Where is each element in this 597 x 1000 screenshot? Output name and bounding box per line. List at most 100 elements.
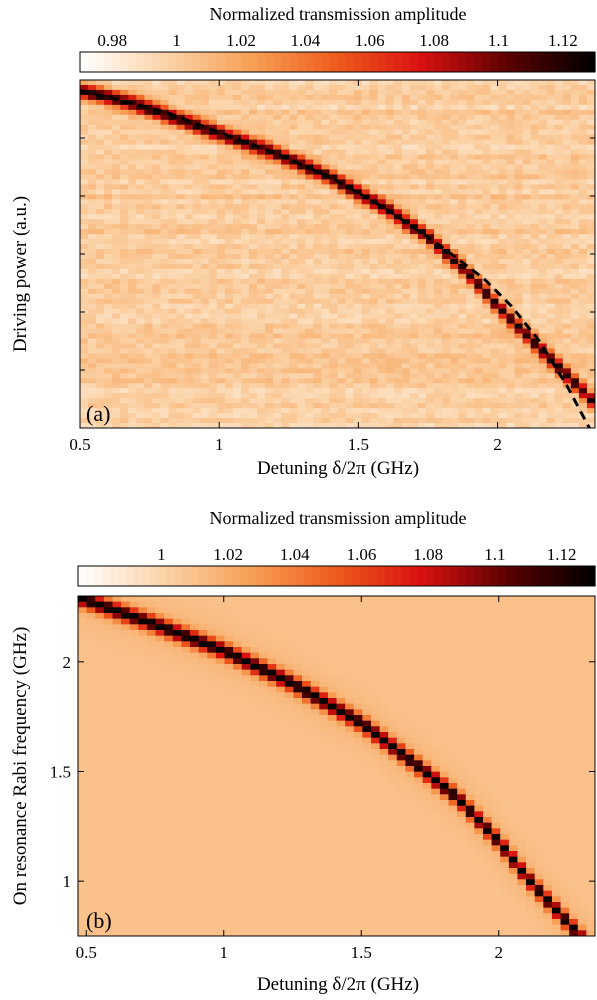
heatmap-cell <box>329 334 338 340</box>
heatmap-cell <box>571 324 580 330</box>
heatmap-cell <box>289 319 298 325</box>
heatmap-cell <box>338 155 347 161</box>
heatmap-cell <box>354 229 363 235</box>
heatmap-cell <box>241 343 250 349</box>
heatmap-cell <box>338 125 347 131</box>
heatmap-cell <box>209 284 218 290</box>
heatmap-cell <box>346 309 355 315</box>
heatmap-cell <box>563 229 572 235</box>
heatmap-cell <box>225 339 234 345</box>
heatmap-cell <box>96 264 105 270</box>
heatmap-cell <box>490 135 499 141</box>
heatmap-cell <box>96 125 105 131</box>
heatmap-cell <box>523 150 532 156</box>
heatmap-cell <box>80 299 89 305</box>
heatmap-cell <box>498 254 507 260</box>
heatmap-cell <box>313 239 322 245</box>
heatmap-cell <box>152 353 161 359</box>
heatmap-cell <box>217 90 226 96</box>
heatmap-cell <box>177 254 186 260</box>
heatmap-cell <box>474 343 483 349</box>
heatmap-cell <box>120 343 129 349</box>
heatmap-cell <box>185 289 194 295</box>
heatmap-cell <box>418 125 427 131</box>
heatmap-cell <box>80 383 89 389</box>
heatmap-cell <box>338 319 347 325</box>
heatmap-cell <box>539 363 548 369</box>
heatmap-cell <box>378 95 387 101</box>
heatmap-cell <box>466 358 475 364</box>
heatmap-cell <box>370 155 379 161</box>
heatmap-cell <box>88 319 97 325</box>
heatmap-cell <box>177 368 186 374</box>
heatmap-cell <box>276 602 285 608</box>
heatmap-cell <box>293 602 302 608</box>
colorbar-cell <box>193 52 202 72</box>
heatmap-cell <box>474 363 483 369</box>
heatmap-cell <box>587 244 596 250</box>
heatmap-cell <box>370 165 379 171</box>
heatmap-cell <box>426 358 435 364</box>
heatmap-cell <box>104 368 113 374</box>
heatmap-cell <box>426 393 435 399</box>
heatmap-cell <box>217 368 226 374</box>
heatmap-cell <box>442 120 451 126</box>
heatmap-cell <box>193 294 202 300</box>
heatmap-cell <box>563 403 572 409</box>
heatmap-cell <box>249 264 258 270</box>
heatmap-cell <box>426 363 435 369</box>
heatmap-cell <box>397 613 406 619</box>
heatmap-cell <box>120 348 129 354</box>
heatmap-cell <box>193 368 202 374</box>
heatmap-cell <box>555 249 564 255</box>
heatmap-cell <box>209 150 218 156</box>
heatmap-cell <box>225 169 234 175</box>
heatmap-cell <box>466 299 475 305</box>
heatmap-cell <box>515 224 524 230</box>
heatmap-cell <box>112 244 121 250</box>
heatmap-cell <box>547 403 556 409</box>
heatmap-cell <box>563 130 572 136</box>
heatmap-cell <box>346 135 355 141</box>
heatmap-cell <box>217 209 226 215</box>
heatmap-cell <box>321 254 330 260</box>
heatmap-cell <box>402 189 411 195</box>
heatmap-cell <box>285 619 294 625</box>
heatmap-cell <box>434 169 443 175</box>
heatmap-cell <box>297 244 306 250</box>
heatmap-cell <box>136 110 145 116</box>
heatmap-cell <box>104 224 113 230</box>
heatmap-cell <box>490 269 499 275</box>
heatmap-cell <box>362 363 371 369</box>
colorbar-tick-label: 0.98 <box>97 31 127 50</box>
heatmap-cell <box>289 324 298 330</box>
heatmap-cell <box>112 339 121 345</box>
heatmap-cell <box>506 289 515 295</box>
heatmap-cell <box>329 115 338 121</box>
heatmap-cell <box>539 413 548 419</box>
heatmap-cell <box>281 95 290 101</box>
heatmap-cell <box>418 239 427 245</box>
heatmap-cell <box>418 165 427 171</box>
heatmap-cell <box>450 343 459 349</box>
heatmap-cell <box>490 184 499 190</box>
heatmap-cell <box>362 334 371 340</box>
heatmap-cell <box>265 100 274 106</box>
heatmap-cell <box>136 169 145 175</box>
heatmap-cell <box>370 363 379 369</box>
heatmap-cell <box>289 150 298 156</box>
heatmap-cell <box>418 269 427 275</box>
heatmap-cell <box>225 100 234 106</box>
heatmap-cell <box>217 324 226 330</box>
heatmap-cell <box>152 413 161 419</box>
heatmap-cell <box>313 214 322 220</box>
heatmap-cell <box>450 264 459 270</box>
heatmap-cell <box>482 249 491 255</box>
heatmap-cell <box>434 329 443 335</box>
heatmap-cell <box>128 209 137 215</box>
heatmap-cell <box>490 179 499 185</box>
heatmap-cell <box>225 110 234 116</box>
heatmap-cell <box>201 100 210 106</box>
heatmap-cell <box>571 214 580 220</box>
heatmap-cell <box>329 234 338 240</box>
